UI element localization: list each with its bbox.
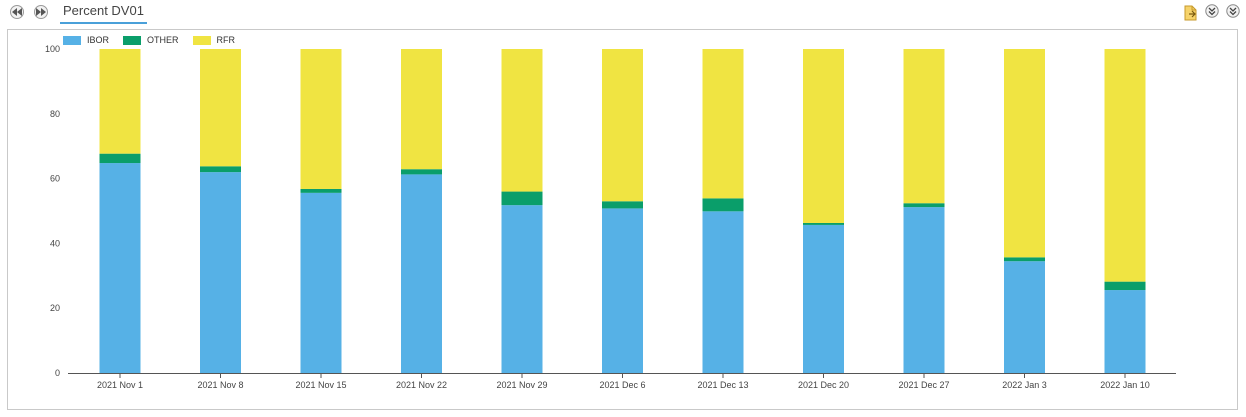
bar-rfr[interactable] — [702, 49, 744, 199]
bar-rfr[interactable] — [1104, 49, 1146, 282]
bar-other[interactable] — [200, 166, 241, 173]
y-tick-label: 60 — [50, 174, 60, 184]
x-tick-label: 2021 Dec 27 — [898, 380, 949, 390]
x-tick-label: 2021 Dec 13 — [697, 380, 748, 390]
x-tick-label: 2021 Nov 29 — [496, 380, 547, 390]
bar-other[interactable] — [99, 153, 141, 164]
bar-ibor[interactable] — [401, 174, 442, 373]
bar-other[interactable] — [803, 222, 844, 225]
bar-other[interactable] — [903, 203, 945, 208]
bar-rfr[interactable] — [903, 49, 945, 204]
bar-rfr[interactable] — [300, 49, 342, 189]
legend-label-ibor: IBOR — [87, 35, 110, 45]
bar-ibor[interactable] — [1004, 261, 1045, 373]
bar-ibor[interactable] — [1104, 290, 1146, 373]
legend-label-other: OTHER — [147, 35, 179, 45]
tab-percent-dv01[interactable]: Percent DV01 — [60, 2, 147, 24]
fast-forward-icon[interactable] — [34, 5, 48, 19]
x-tick-label: 2021 Dec 20 — [798, 380, 849, 390]
legend-item-ibor[interactable]: IBOR — [63, 34, 109, 46]
legend-swatch-other — [123, 35, 142, 45]
y-tick-label: 20 — [50, 303, 60, 313]
bar-ibor[interactable] — [501, 205, 543, 373]
legend-swatch-ibor — [63, 35, 81, 45]
bar-other[interactable] — [501, 191, 543, 206]
rewind-icon[interactable] — [10, 5, 24, 19]
bar-rfr[interactable] — [602, 49, 643, 202]
bar-ibor[interactable] — [99, 163, 141, 373]
expand-icon[interactable] — [1226, 4, 1240, 23]
y-tick-label: 0 — [55, 368, 60, 378]
legend-item-other[interactable]: OTHER — [123, 34, 179, 46]
bar-rfr[interactable] — [200, 49, 241, 167]
export-icon[interactable] — [1183, 4, 1199, 26]
bar-rfr[interactable] — [501, 49, 543, 192]
x-tick-label: 2021 Dec 6 — [599, 380, 645, 390]
legend-label-rfr: RFR — [216, 35, 236, 45]
bar-other[interactable] — [401, 169, 442, 175]
bar-other[interactable] — [1104, 281, 1146, 291]
bar-rfr[interactable] — [401, 49, 442, 170]
legend-swatch-rfr — [192, 35, 211, 45]
bar-rfr[interactable] — [803, 49, 844, 223]
bar-other[interactable] — [1004, 257, 1045, 262]
bar-ibor[interactable] — [200, 172, 241, 373]
bar-ibor[interactable] — [602, 208, 643, 373]
x-tick-label: 2021 Nov 15 — [295, 380, 346, 390]
bar-ibor[interactable] — [803, 224, 844, 373]
y-tick-label: 80 — [50, 109, 60, 119]
bar-ibor[interactable] — [300, 192, 342, 373]
x-tick-label: 2022 Jan 3 — [1002, 380, 1047, 390]
legend-item-rfr[interactable]: RFR — [192, 34, 236, 46]
x-tick-label: 2021 Nov 8 — [197, 380, 243, 390]
bar-other[interactable] — [602, 201, 643, 209]
x-tick-label: 2021 Nov 1 — [97, 380, 143, 390]
bar-ibor[interactable] — [903, 207, 945, 373]
collapse-icon[interactable] — [1205, 4, 1219, 23]
bar-other[interactable] — [702, 198, 744, 212]
x-tick-label: 2021 Nov 22 — [396, 380, 447, 390]
bar-rfr[interactable] — [99, 49, 141, 154]
y-tick-label: 100 — [45, 44, 60, 54]
top-bar: Percent DV01 — [0, 0, 1246, 28]
y-tick-label: 40 — [50, 238, 60, 248]
x-tick-label: 2022 Jan 10 — [1100, 380, 1150, 390]
bar-other[interactable] — [300, 188, 342, 193]
legend: IBOR OTHER RFR — [63, 34, 235, 46]
bar-ibor[interactable] — [702, 211, 744, 373]
bar-rfr[interactable] — [1004, 49, 1045, 258]
